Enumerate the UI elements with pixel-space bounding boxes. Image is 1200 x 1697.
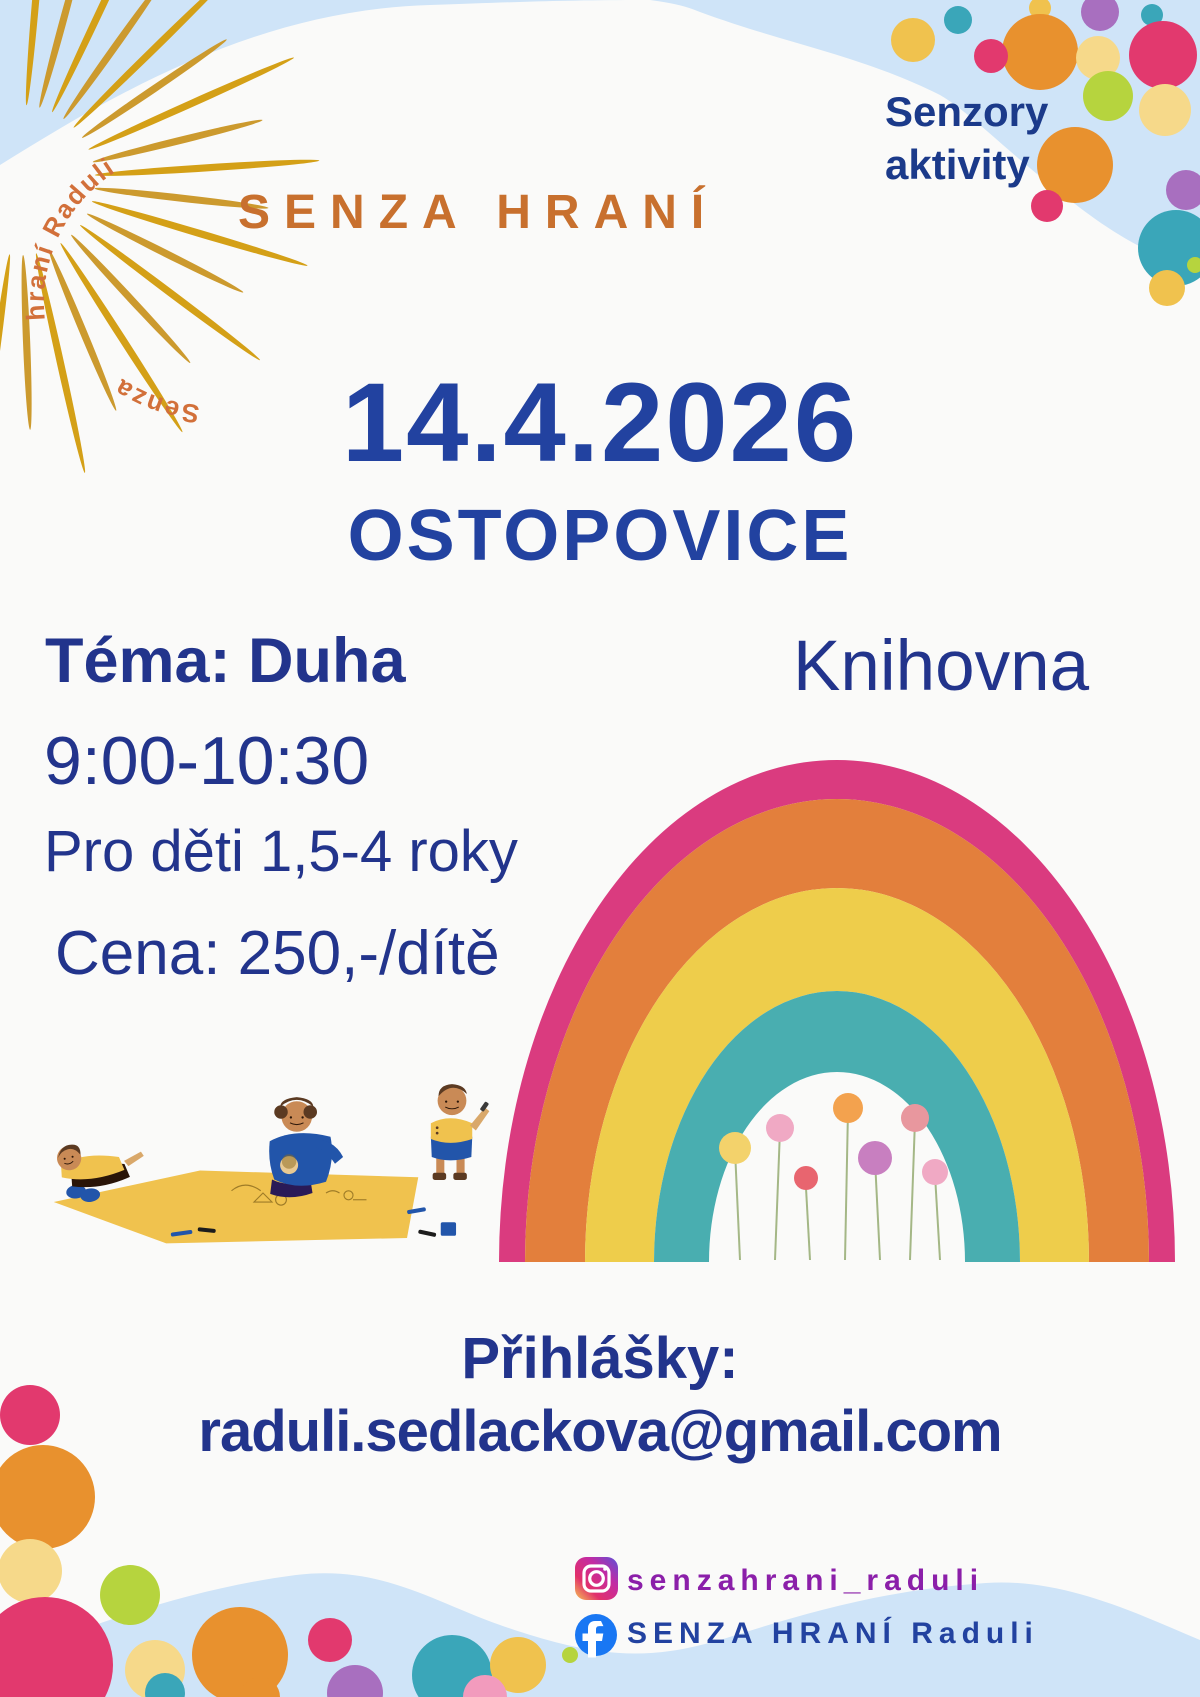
svg-text:senzahrani_raduli: senzahrani_raduli [627, 1564, 984, 1597]
svg-text:SENZA HRANÍ Raduli: SENZA HRANÍ Raduli [627, 1616, 1039, 1650]
